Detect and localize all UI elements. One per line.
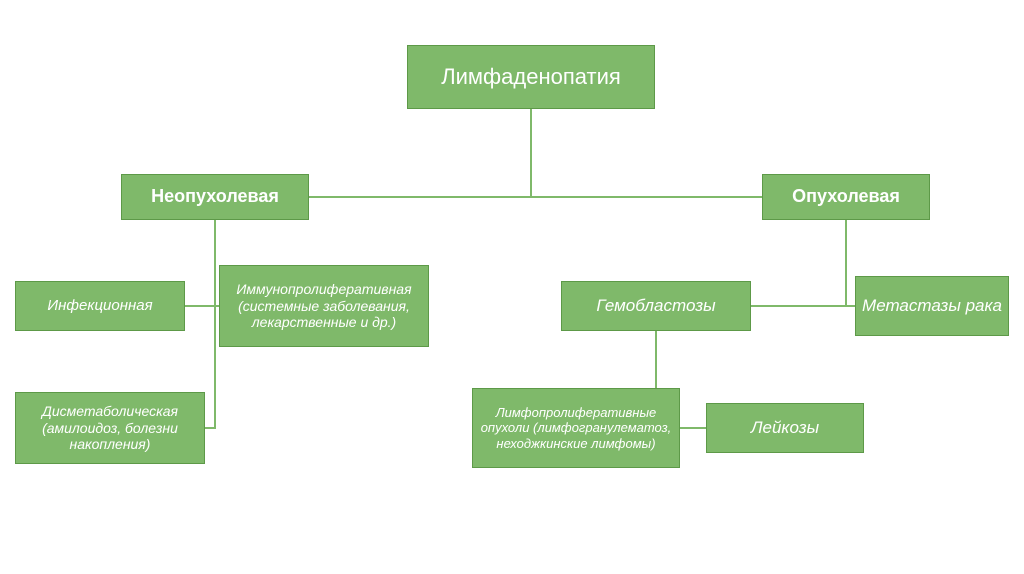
node-lymphoproliferative: Лимфопролиферативные опухоли (лимфограну… bbox=[472, 388, 680, 468]
diagram-canvas: Лимфаденопатия Неопухолевая Опухолевая И… bbox=[0, 0, 1024, 574]
node-label: Инфекционная bbox=[47, 297, 152, 315]
node-label: Метастазы рака bbox=[862, 296, 1002, 316]
node-hemoblastosis: Гемобластозы bbox=[561, 281, 751, 331]
node-label: Дисметаболическая (амилоидоз, болезни на… bbox=[22, 403, 198, 453]
node-label: Лейкозы bbox=[751, 418, 819, 438]
node-label: Опухолевая bbox=[792, 186, 900, 208]
node-label: Лимфопролиферативные опухоли (лимфограну… bbox=[479, 405, 673, 452]
node-infection: Инфекционная bbox=[15, 281, 185, 331]
node-tumor: Опухолевая bbox=[762, 174, 930, 220]
node-immunoproliferative: Иммунопролиферативная (системные заболев… bbox=[219, 265, 429, 347]
node-metastases: Метастазы рака bbox=[855, 276, 1009, 336]
node-label: Гемобластозы bbox=[596, 296, 715, 316]
node-leukemia: Лейкозы bbox=[706, 403, 864, 453]
node-non-tumor: Неопухолевая bbox=[121, 174, 309, 220]
node-label: Лимфаденопатия bbox=[441, 64, 621, 90]
node-dysmetabolic: Дисметаболическая (амилоидоз, болезни на… bbox=[15, 392, 205, 464]
node-label: Неопухолевая bbox=[151, 186, 279, 208]
node-root: Лимфаденопатия bbox=[407, 45, 655, 109]
node-label: Иммунопролиферативная (системные заболев… bbox=[226, 281, 422, 331]
